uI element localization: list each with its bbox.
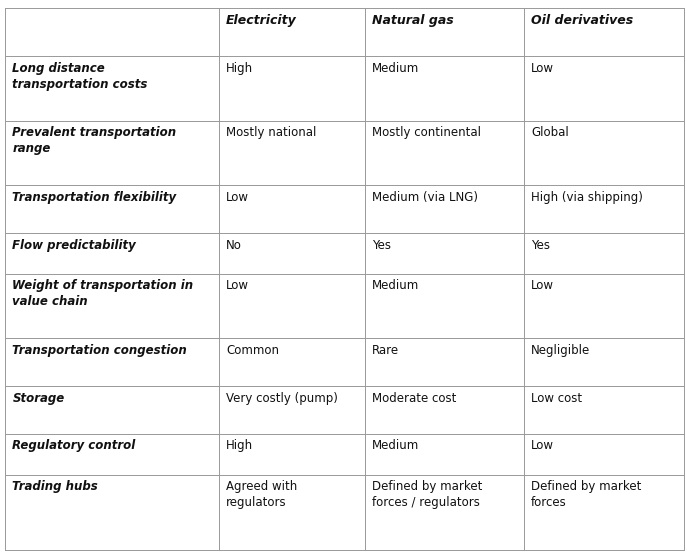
Text: Medium (via LNG): Medium (via LNG) [372,191,477,204]
Text: Transportation flexibility: Transportation flexibility [12,191,177,204]
Text: High (via shipping): High (via shipping) [531,191,643,204]
Text: No: No [226,239,242,252]
Text: Trading hubs: Trading hubs [12,480,98,493]
Text: Yes: Yes [372,239,391,252]
Text: Long distance
transportation costs: Long distance transportation costs [12,62,148,91]
Text: Rare: Rare [372,344,399,357]
Text: Low: Low [531,62,554,75]
Text: Medium: Medium [372,62,419,75]
Text: Prevalent transportation
range: Prevalent transportation range [12,126,177,155]
Text: Defined by market
forces: Defined by market forces [531,480,642,509]
Text: Storage: Storage [12,391,65,405]
Text: Low: Low [531,439,554,453]
Text: Defined by market
forces / regulators: Defined by market forces / regulators [372,480,482,509]
Text: Mostly national: Mostly national [226,126,316,139]
Text: Regulatory control: Regulatory control [12,439,135,453]
Text: Oil derivatives: Oil derivatives [531,14,633,27]
Text: Medium: Medium [372,279,419,292]
Text: Low cost: Low cost [531,391,582,405]
Text: Electricity: Electricity [226,14,297,27]
Text: Flow predictability: Flow predictability [12,239,136,252]
Text: Global: Global [531,126,569,139]
Text: Yes: Yes [531,239,550,252]
Text: Mostly continental: Mostly continental [372,126,481,139]
Text: Low: Low [226,279,249,292]
Text: Agreed with
regulators: Agreed with regulators [226,480,297,509]
Text: Common: Common [226,344,279,357]
Text: Transportation congestion: Transportation congestion [12,344,187,357]
Text: Low: Low [531,279,554,292]
Text: Low: Low [226,191,249,204]
Text: Very costly (pump): Very costly (pump) [226,391,338,405]
Text: Natural gas: Natural gas [372,14,453,27]
Text: Medium: Medium [372,439,419,453]
Text: High: High [226,439,253,453]
Text: High: High [226,62,253,75]
Text: Moderate cost: Moderate cost [372,391,456,405]
Text: Weight of transportation in
value chain: Weight of transportation in value chain [12,279,194,309]
Text: Negligible: Negligible [531,344,590,357]
